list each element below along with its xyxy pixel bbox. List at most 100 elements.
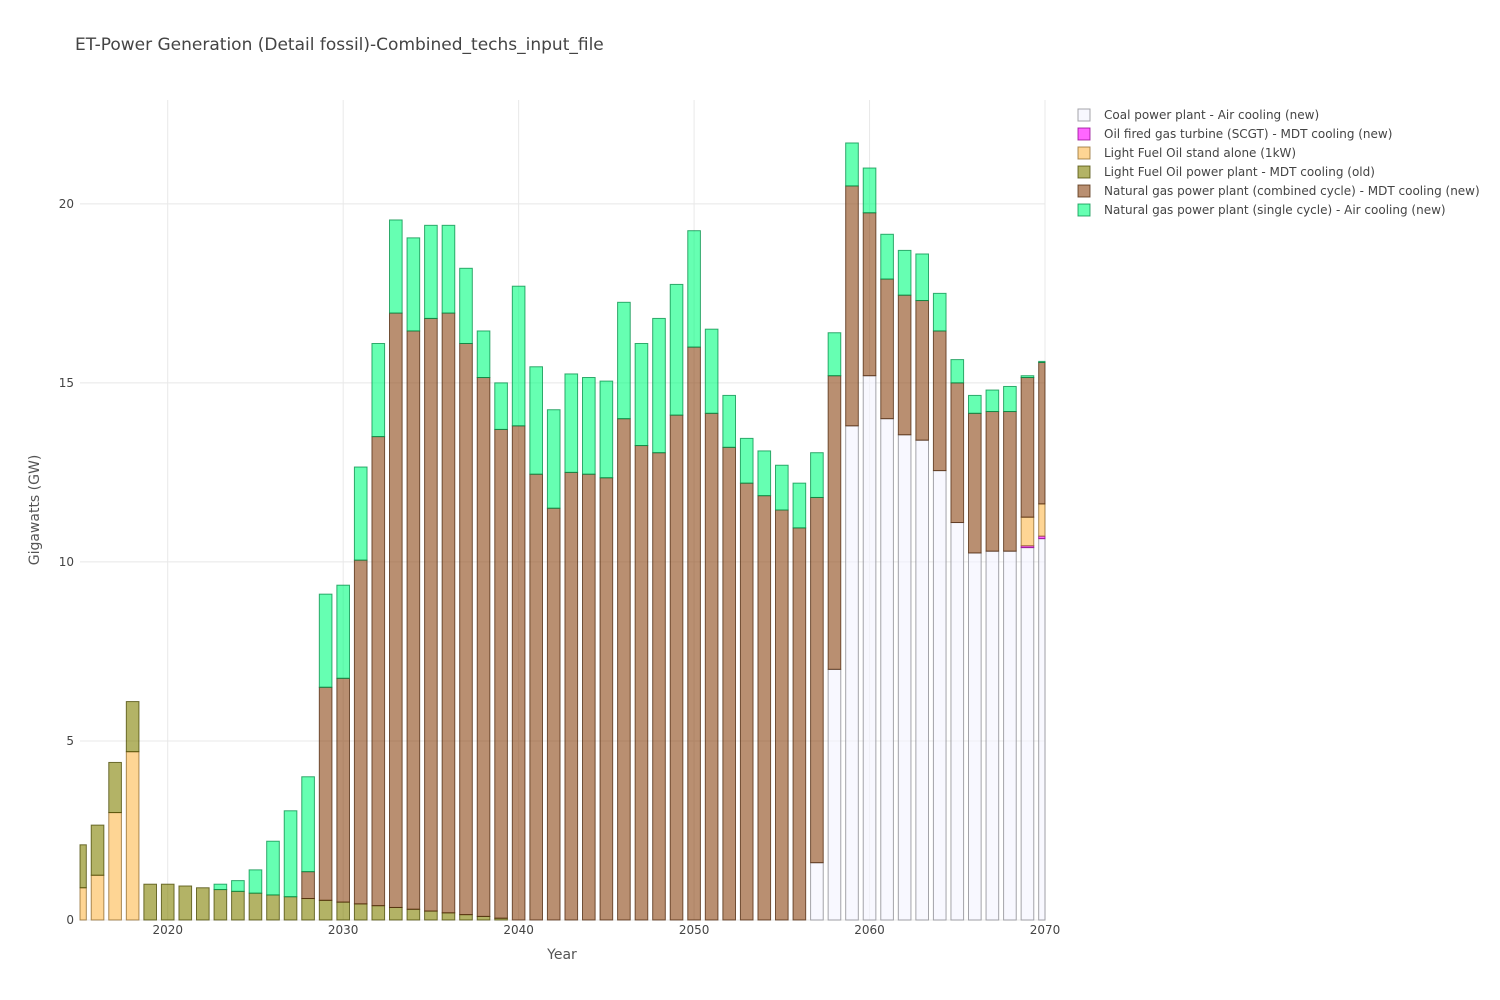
bar-segment[interactable] [810,452,824,498]
bar-segment[interactable] [880,418,894,921]
bar-segment[interactable] [511,285,526,427]
bar-segment[interactable] [476,377,491,917]
bar-segment[interactable] [599,477,614,921]
bar-segment[interactable] [160,883,175,921]
bar-segment[interactable] [652,452,666,921]
bar-segment[interactable] [213,889,228,921]
bar-segment[interactable] [932,470,947,921]
bar-segment[interactable] [617,301,631,420]
bar-segment[interactable] [546,507,561,921]
bar-segment[interactable] [301,898,315,921]
bar-segment[interactable] [985,550,1000,921]
bar-segment[interactable] [143,883,157,921]
bar-segment[interactable] [336,584,350,679]
bar-segment[interactable] [687,230,701,348]
bar-segment[interactable] [564,471,579,921]
bar-segment[interactable] [301,871,315,900]
bar-segment[interactable] [353,559,368,905]
bar-segment[interactable] [441,224,456,314]
bar-segment[interactable] [792,527,807,921]
bar-segment[interactable] [897,294,912,436]
legend-item[interactable]: Oil fired gas turbine (SCGT) - MDT cooli… [1077,127,1392,141]
bar-segment[interactable] [652,317,666,454]
bar-segment[interactable] [459,342,473,916]
bar-segment[interactable] [371,342,386,438]
bar-segment[interactable] [476,915,491,921]
bar-segment[interactable] [564,373,579,473]
bar-segment[interactable] [845,142,859,187]
bar-segment[interactable] [617,418,631,921]
bar-segment[interactable] [950,359,965,384]
bar-segment[interactable] [336,901,350,921]
bar-segment[interactable] [125,751,140,921]
bar-segment[interactable] [283,810,298,898]
bar-segment[interactable] [739,482,754,921]
bar-segment[interactable] [845,425,859,921]
legend-item[interactable]: Coal power plant - Air cooling (new) [1077,108,1319,122]
bar-segment[interactable] [1038,361,1046,505]
bar-segment[interactable] [353,903,368,921]
bar-segment[interactable] [985,389,1000,413]
bar-segment[interactable] [178,885,193,921]
bar-segment[interactable] [108,761,122,814]
bar-segment[interactable] [968,552,982,921]
bar-segment[interactable] [968,394,982,414]
bar-segment[interactable] [90,874,105,921]
bar-segment[interactable] [932,292,947,332]
bar-segment[interactable] [494,382,508,430]
bar-segment[interactable] [406,908,421,921]
bar-segment[interactable] [231,880,245,892]
bar-segment[interactable] [424,910,438,921]
bar-segment[interactable] [722,394,736,448]
bar-segment[interactable] [634,445,649,921]
bar-segment[interactable] [950,522,965,921]
bar-segment[interactable] [389,906,403,921]
bar-segment[interactable] [1003,550,1017,921]
bar-segment[interactable] [406,237,421,332]
bar-segment[interactable] [79,887,87,921]
bar-segment[interactable] [371,905,386,921]
bar-segment[interactable] [634,342,649,447]
bar-segment[interactable] [582,377,596,475]
bar-segment[interactable] [90,824,105,876]
bar-segment[interactable] [283,896,298,921]
legend[interactable]: Coal power plant - Air cooling (new) Oil … [1077,108,1480,217]
bar-segment[interactable] [915,300,929,441]
bar-segment[interactable] [1020,375,1035,379]
bar-segment[interactable] [775,464,789,511]
bar-segment[interactable] [704,328,719,414]
bar-segment[interactable] [739,437,754,484]
legend-item[interactable]: Light Fuel Oil power plant - MDT cooling… [1077,165,1375,179]
bar-segment[interactable] [248,892,263,921]
bar-segment[interactable] [248,869,263,894]
bar-segment[interactable] [950,382,965,524]
bar-segment[interactable] [231,890,245,921]
bar-segment[interactable] [845,185,859,427]
bar-segment[interactable] [915,253,929,302]
bar-segment[interactable] [897,249,912,296]
bar-segment[interactable] [862,375,877,921]
bar-segment[interactable] [599,380,614,479]
bar-segment[interactable] [389,312,403,908]
bar-segment[interactable] [546,409,561,509]
bar-segment[interactable] [915,439,929,921]
bar-segment[interactable] [318,899,333,921]
bar-segment[interactable] [371,436,386,907]
bar-segment[interactable] [406,330,421,910]
bar-segment[interactable] [79,844,87,889]
bar-segment[interactable] [424,317,438,912]
bar-segment[interactable] [1020,377,1035,518]
bar-segment[interactable] [389,219,403,314]
bar-segment[interactable] [459,267,473,344]
bar-segment[interactable] [529,473,543,921]
bar-segment[interactable] [862,212,877,377]
bar-segment[interactable] [266,840,280,896]
bar-segment[interactable] [722,446,736,921]
bar-segment[interactable] [424,224,438,319]
bar-segment[interactable] [476,330,491,379]
bar-segment[interactable] [827,332,842,377]
bar-segment[interactable] [827,375,842,670]
bar-segment[interactable] [529,366,543,475]
bar-segment[interactable] [704,412,719,921]
bar-segment[interactable] [582,473,596,921]
